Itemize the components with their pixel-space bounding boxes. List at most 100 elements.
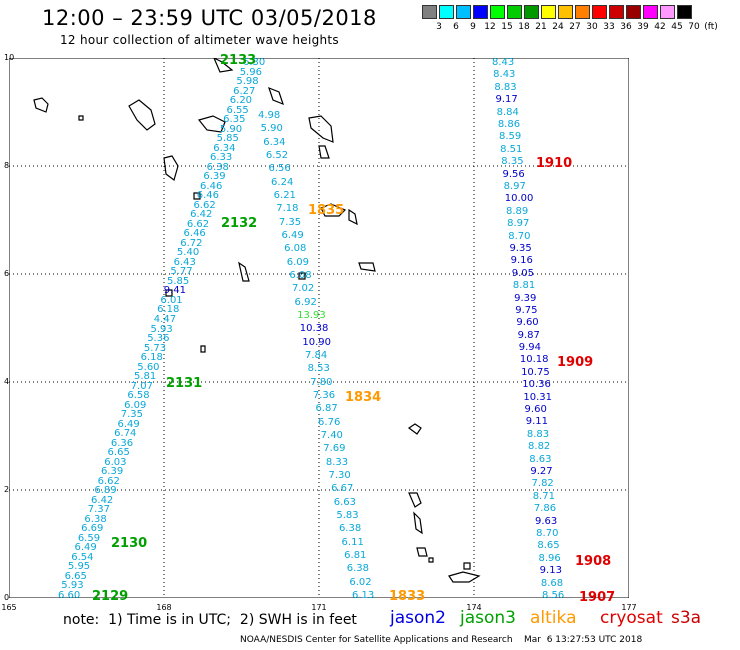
swh-value: 7.40: [320, 430, 343, 441]
swh-value: 8.96: [538, 552, 561, 564]
y-tick-label: 6: [4, 269, 10, 278]
color-scale-label: 33: [603, 22, 615, 32]
island: [268, 86, 284, 106]
map-canvas: [9, 58, 629, 598]
swh-value: 9.56: [502, 168, 525, 180]
color-scale: 3 6 9 12 15 18 21 24 27 30 33 36 39 42 45 70 (ft): [422, 5, 740, 34]
swh-value: 6.08: [289, 270, 312, 281]
swh-value: 9.87: [517, 329, 540, 341]
swh-value: 6.60: [58, 590, 81, 601]
swh-value: 6.72: [180, 237, 203, 249]
swh-value: 9.75: [515, 304, 538, 316]
swh-value: 6.38: [346, 563, 370, 575]
swh-value: 6.34: [263, 136, 286, 148]
time-label: 1907: [579, 590, 616, 605]
swh-value: 6.52: [265, 150, 289, 161]
swh-value: 10.36: [522, 379, 551, 391]
swh-value: 5.77: [170, 266, 193, 278]
legend-jason2: jason2: [390, 608, 446, 628]
swh-value: 6.56: [268, 163, 291, 175]
map-plot: [9, 58, 629, 598]
color-scale-label: 15: [501, 22, 513, 32]
time-label: 2133: [220, 53, 257, 68]
color-swatch: [439, 5, 454, 19]
color-scale-label: 45: [671, 22, 683, 32]
time-label: 2132: [221, 216, 258, 231]
swh-value: 8.70: [508, 230, 531, 242]
swh-value: 7.36: [312, 390, 336, 401]
swh-value: 7.84: [305, 350, 328, 361]
swh-value: 5.36: [147, 333, 170, 345]
swh-value: 8.51: [500, 143, 523, 155]
color-swatch: [575, 5, 590, 19]
color-swatch: [609, 5, 624, 19]
swh-value: 9.27: [530, 466, 553, 478]
swh-value: 9.60: [516, 317, 539, 329]
swh-value: 5.90: [219, 123, 243, 135]
islands: [33, 58, 481, 583]
color-swatch: [490, 5, 505, 19]
swh-value: 6.18: [140, 352, 163, 364]
swh-value: 6.39: [203, 171, 226, 183]
x-tick-label: 177: [621, 603, 637, 612]
color-swatch: [507, 5, 522, 19]
swh-value: 5.73: [143, 342, 167, 354]
swh-value: 6.02: [349, 576, 372, 588]
swh-value: 6.11: [341, 536, 364, 548]
swh-value: 6.09: [124, 399, 147, 411]
color-scale-label: 21: [535, 22, 547, 32]
color-scale-label: 12: [484, 22, 496, 32]
swh-value: 6.59: [77, 532, 101, 544]
island: [448, 571, 481, 583]
swh-value: 8.56: [542, 590, 565, 601]
swh-value: 5.95: [67, 561, 91, 573]
island: [407, 423, 422, 435]
swh-value: 6.35: [223, 114, 246, 126]
swh-value: 6.49: [117, 418, 140, 430]
island: [298, 272, 306, 280]
footer-credit: NOAA/NESDIS Center for Satellite Applica…: [240, 635, 643, 645]
x-tick-label: 168: [156, 603, 172, 612]
swh-value: 7.30: [328, 470, 351, 481]
island: [193, 192, 201, 200]
swh-value: 8.43: [493, 69, 516, 81]
swh-value: 13.93: [297, 310, 326, 321]
swh-value: 6.81: [344, 550, 367, 561]
swh-value: 6.65: [107, 447, 130, 459]
swh-value: 8.65: [537, 540, 560, 552]
island: [238, 261, 250, 282]
swh-value: 5.81: [133, 371, 157, 383]
swh-value: 6.42: [190, 209, 213, 221]
swh-value: 6.01: [160, 294, 183, 306]
swh-value: 10.31: [523, 391, 553, 403]
swh-value: 6.36: [110, 437, 134, 449]
swh-value: 7.86: [533, 503, 557, 515]
swh-value: 6.34: [213, 142, 236, 154]
swh-value: 8.89: [505, 205, 529, 217]
island: [200, 345, 206, 353]
color-scale-label: 39: [637, 22, 649, 32]
swh-value: 4.47: [153, 313, 177, 325]
swh-value: 8.59: [498, 131, 522, 143]
swh-value: 7.69: [323, 443, 346, 455]
swh-value: 6.89: [94, 485, 117, 497]
swh-value: 6.43: [173, 256, 196, 268]
swh-value: 6.24: [271, 176, 294, 188]
swh-value: 6.42: [91, 494, 114, 506]
swh-value: 8.68: [540, 577, 564, 589]
island: [463, 562, 471, 570]
swh-value: 6.39: [100, 466, 124, 478]
swh-value: 6.65: [64, 570, 87, 582]
swh-value: 9.39: [514, 292, 537, 304]
x-tick-label: 174: [466, 603, 482, 612]
swh-value: 7.02: [291, 283, 315, 295]
island: [213, 58, 234, 73]
swh-value: 6.38: [206, 161, 229, 173]
swh-value: 9.94: [518, 342, 541, 354]
color-swatch: [558, 5, 573, 19]
time-label: 1834: [345, 390, 382, 405]
swh-value: 6.03: [104, 456, 127, 468]
page-subtitle: 12 hour collection of altimeter wave hei…: [60, 33, 339, 47]
y-tick-label: 4: [4, 377, 10, 386]
color-scale-label: 18: [518, 22, 530, 32]
